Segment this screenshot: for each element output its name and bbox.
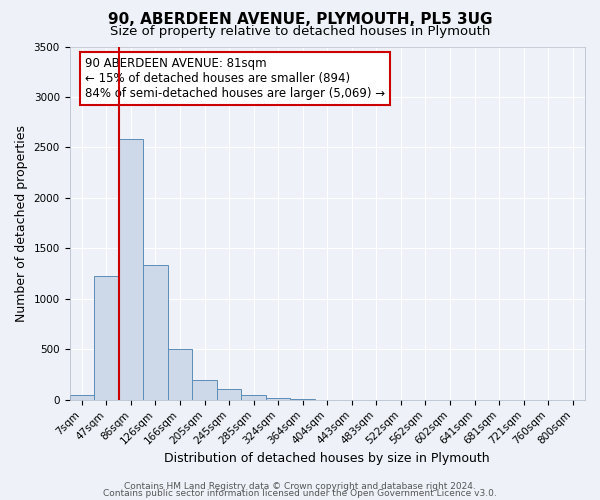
Bar (94, 276, 119, 400)
X-axis label: Distribution of detached houses by size in Plymouth: Distribution of detached houses by size … (164, 452, 490, 465)
Text: Contains public sector information licensed under the Open Government Licence v3: Contains public sector information licen… (103, 490, 497, 498)
Bar (241, 395, 266, 400)
Bar (119, 140, 143, 400)
Bar (192, 380, 217, 400)
Bar (143, 264, 168, 400)
Text: Contains HM Land Registry data © Crown copyright and database right 2024.: Contains HM Land Registry data © Crown c… (124, 482, 476, 491)
Text: 90, ABERDEEN AVENUE, PLYMOUTH, PL5 3UG: 90, ABERDEEN AVENUE, PLYMOUTH, PL5 3UG (108, 12, 492, 28)
Bar (70, 395, 94, 400)
Text: 90 ABERDEEN AVENUE: 81sqm
← 15% of detached houses are smaller (894)
84% of semi: 90 ABERDEEN AVENUE: 81sqm ← 15% of detac… (85, 57, 385, 100)
Bar (168, 350, 192, 400)
Bar (217, 389, 241, 400)
Y-axis label: Number of detached properties: Number of detached properties (15, 124, 28, 322)
Bar (266, 398, 290, 400)
Text: Size of property relative to detached houses in Plymouth: Size of property relative to detached ho… (110, 25, 490, 38)
